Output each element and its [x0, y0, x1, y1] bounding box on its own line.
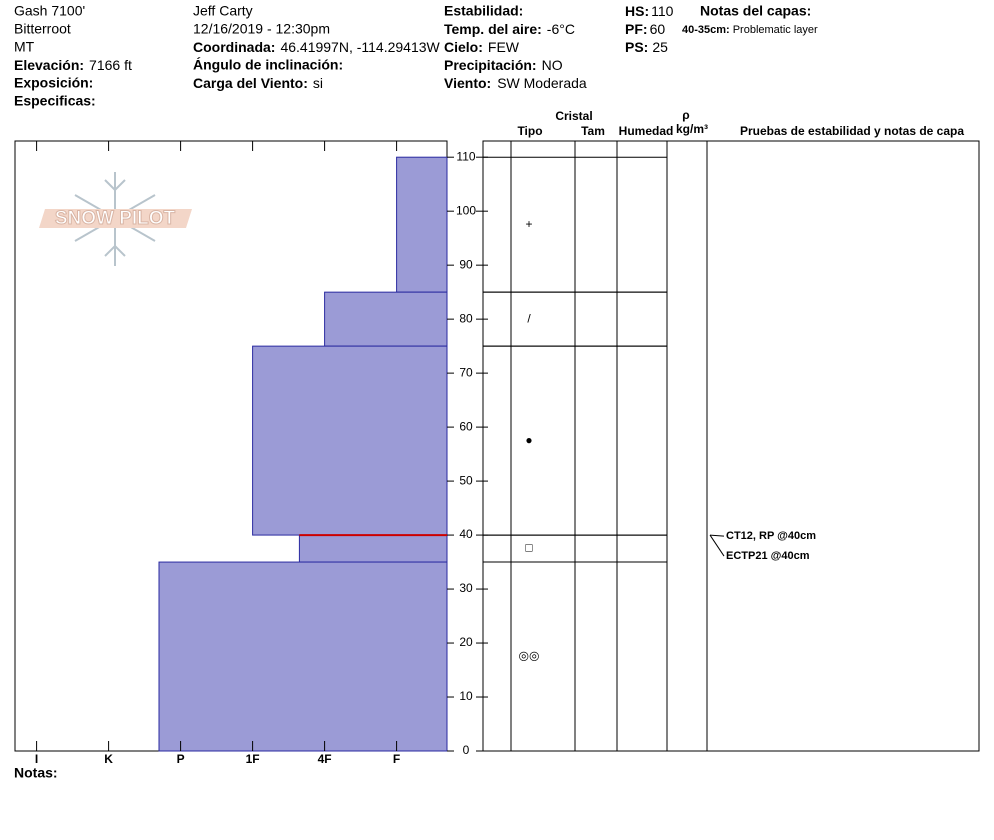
stability: Estabilidad:: [444, 3, 523, 19]
y-tick-label: 10: [459, 689, 473, 703]
y-tick-label: 100: [456, 203, 476, 217]
observer: Jeff Carty: [193, 3, 253, 19]
exposure: Exposición:: [14, 75, 93, 91]
value: NO: [542, 57, 563, 73]
notes-label: Notas:: [14, 765, 58, 781]
grain-type: /: [527, 311, 531, 325]
header: Gash 7100' Bitterroot MT Elevación: 7166 …: [14, 3, 818, 109]
y-tick-label: 30: [459, 581, 473, 595]
test-label: ECTP21 @40cm: [726, 550, 810, 562]
x-tick-label: F: [393, 752, 400, 766]
test-arrow: [709, 534, 725, 557]
test-label: CT12, RP @40cm: [726, 530, 816, 542]
label: PS:: [625, 39, 648, 55]
logo: SNOW PILOT: [39, 172, 192, 266]
datetime: 12/16/2019 - 12:30pm: [193, 21, 330, 37]
value: -6°C: [547, 21, 575, 37]
sky: Cielo: FEW: [444, 39, 520, 55]
hardness-bar: [324, 291, 448, 347]
coordinates: Coordinada: 46.41997N, -114.29413W: [193, 39, 441, 55]
table-columns: [510, 141, 708, 751]
flake-branch: [104, 244, 126, 257]
y-tick-label: 40: [459, 527, 473, 541]
y-tick-label: 60: [459, 419, 473, 433]
label: Carga del Viento:: [193, 75, 308, 91]
state: MT: [14, 39, 35, 55]
range: Bitterroot: [14, 21, 71, 37]
elevation: Elevación: 7166 ft: [14, 57, 132, 73]
y-tick-label: 80: [459, 311, 473, 325]
label: PF:: [625, 21, 648, 37]
label: HS:: [625, 3, 649, 19]
label: Temp. del aire:: [444, 21, 542, 37]
hardness-bar: [396, 156, 448, 293]
logo-text: SNOW PILOT: [55, 208, 176, 229]
col-tests: Pruebas de estabilidad y notas de capa: [740, 124, 964, 138]
col-type: Tipo: [517, 124, 542, 138]
label: Viento:: [444, 75, 491, 91]
layer-note: 40-35cm: Problematic layer: [682, 24, 818, 36]
specifics: Especificas:: [14, 93, 96, 109]
value: 110: [651, 3, 674, 19]
value: 25: [652, 39, 668, 55]
x-tick-label: I: [35, 752, 38, 766]
slope: Ángulo de inclinación:: [193, 57, 343, 73]
label: Cielo:: [444, 39, 483, 55]
value: 46.41997N, -114.29413W: [280, 39, 440, 55]
table-header: Cristal Tipo Tam Humedad ρ kg/m³ Pruebas…: [517, 108, 964, 138]
text: Problematic layer: [733, 24, 818, 36]
hardness-bar: [158, 561, 448, 752]
grain-type: ●: [525, 433, 532, 447]
location: Gash 7100': [14, 3, 85, 19]
y-tick-label: 50: [459, 473, 473, 487]
y-tick-label: 70: [459, 365, 473, 379]
ps: PS: 25: [625, 39, 668, 55]
value: 7166 ft: [89, 57, 132, 73]
x-tick-label: K: [104, 752, 113, 766]
col-density-unit: kg/m³: [676, 122, 708, 136]
y-tick-label: 90: [459, 257, 473, 271]
col-moisture: Humedad: [619, 124, 674, 138]
grain-type: ◎◎: [519, 649, 540, 663]
hardness-bar: [252, 345, 448, 536]
layer-notes-title: Notas del capas:: [700, 3, 811, 19]
test-arrow: [709, 534, 725, 537]
logo-band: [39, 209, 192, 228]
col-size: Tam: [581, 124, 605, 138]
wind: Viento: SW Moderada: [444, 75, 587, 91]
hardness-bar: [298, 534, 448, 563]
x-tick-label: 1F: [246, 752, 260, 766]
value: si: [313, 75, 323, 91]
grain-type: +: [525, 217, 532, 231]
depth: 40-35cm:: [682, 24, 730, 36]
pf: PF: 60: [625, 21, 665, 37]
value: 60: [650, 21, 666, 37]
y-tick-label: 20: [459, 635, 473, 649]
hs: HS: 110: [625, 3, 674, 19]
value: SW Moderada: [497, 75, 587, 91]
y-tick-label: 110: [456, 149, 475, 163]
label: Coordinada:: [193, 39, 275, 55]
flake-branch: [104, 179, 126, 192]
wind-loading: Carga del Viento: si: [193, 75, 323, 91]
value: FEW: [488, 39, 520, 55]
x-tick-label: 4F: [318, 752, 332, 766]
table-frame: [482, 140, 980, 752]
label: Precipitación:: [444, 57, 537, 73]
label: Elevación:: [14, 57, 84, 73]
y-tick-label: 0: [463, 743, 470, 757]
precip: Precipitación: NO: [444, 57, 563, 73]
col-rho: ρ: [682, 108, 689, 122]
col-crystal: Cristal: [555, 109, 592, 123]
x-tick-label: P: [177, 752, 185, 766]
grain-type: □: [525, 541, 532, 555]
air-temp: Temp. del aire: -6°C: [444, 21, 575, 37]
